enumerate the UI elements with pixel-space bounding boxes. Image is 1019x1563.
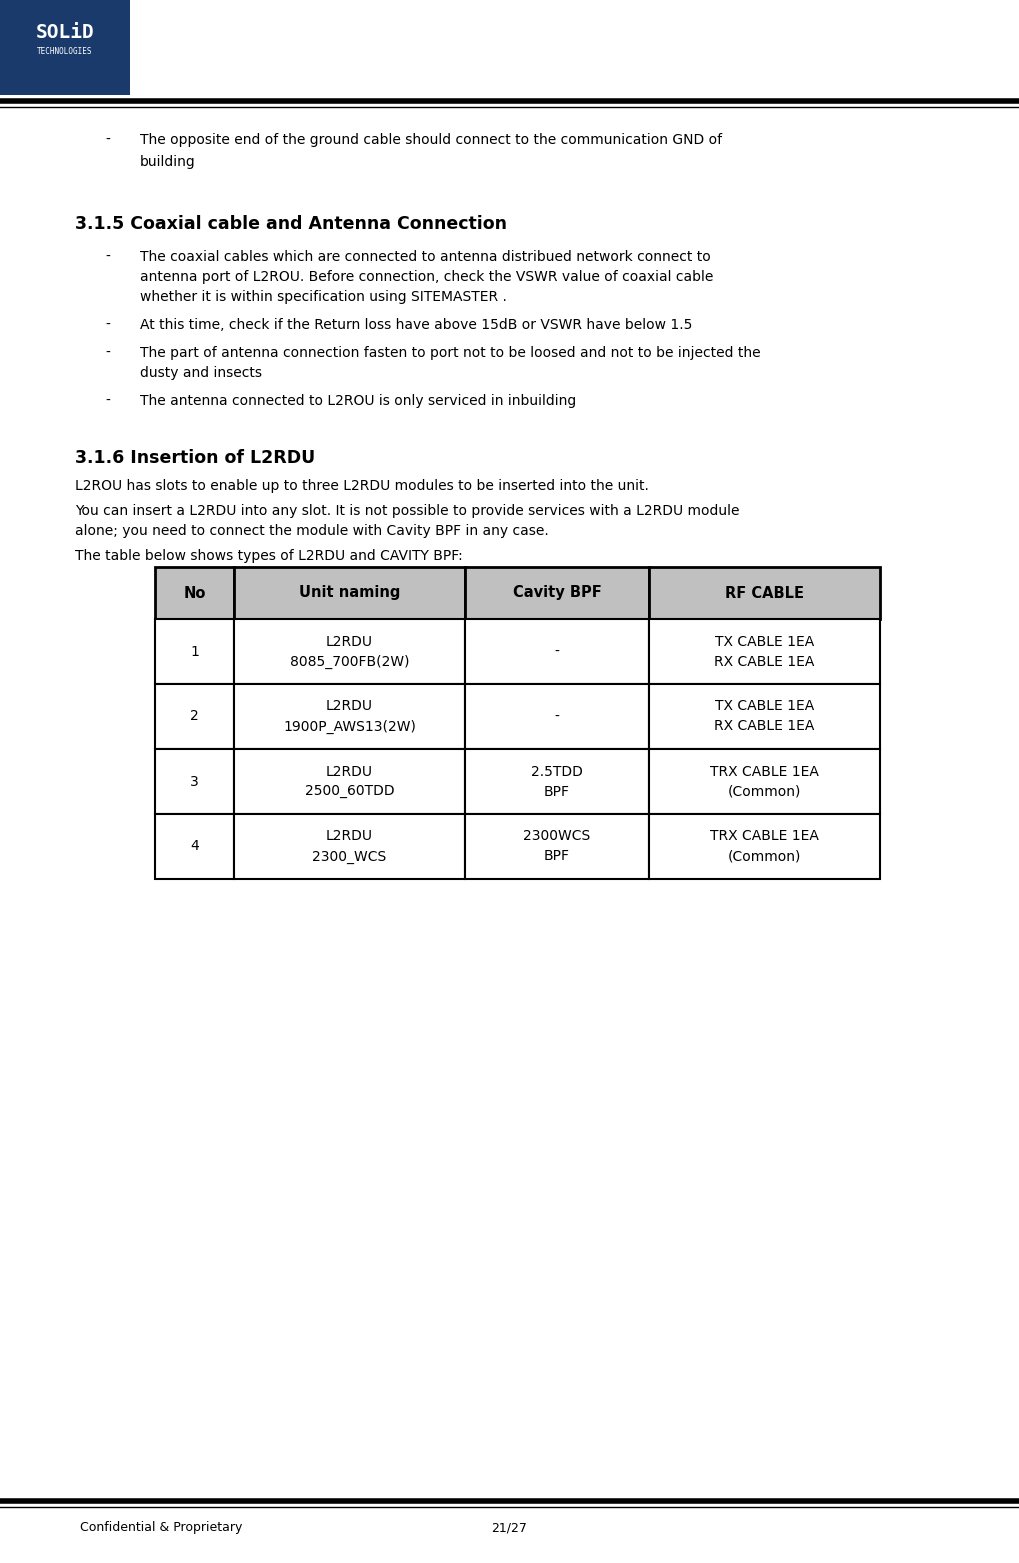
Text: RX CABLE 1EA: RX CABLE 1EA [714,719,815,733]
FancyBboxPatch shape [234,685,465,749]
Text: L2RDU: L2RDU [326,635,373,649]
Text: -: - [105,317,110,331]
Text: No: No [183,586,206,600]
Text: The coaxial cables which are connected to antenna distribued network connect to: The coaxial cables which are connected t… [140,250,710,264]
Text: Unit naming: Unit naming [299,586,400,600]
Text: (Common): (Common) [728,785,801,799]
Text: 2: 2 [191,710,199,724]
Text: 2.5TDD: 2.5TDD [531,764,583,778]
FancyBboxPatch shape [465,749,649,814]
FancyBboxPatch shape [649,685,880,749]
Text: BPF: BPF [544,850,570,863]
Text: 3: 3 [191,775,199,788]
Text: The opposite end of the ground cable should connect to the communication GND of: The opposite end of the ground cable sho… [140,133,722,147]
Text: The antenna connected to L2ROU is only serviced in inbuilding: The antenna connected to L2ROU is only s… [140,394,577,408]
FancyBboxPatch shape [649,619,880,685]
Text: 1900P_AWS13(2W): 1900P_AWS13(2W) [283,719,416,733]
Text: TECHNOLOGIES: TECHNOLOGIES [38,47,93,56]
FancyBboxPatch shape [649,749,880,814]
Text: 21/27: 21/27 [491,1521,527,1535]
Text: 8085_700FB(2W): 8085_700FB(2W) [289,655,410,669]
FancyBboxPatch shape [155,749,234,814]
Text: At this time, check if the Return loss have above 15dB or VSWR have below 1.5: At this time, check if the Return loss h… [140,317,692,331]
FancyBboxPatch shape [465,814,649,878]
Text: The part of antenna connection fasten to port not to be loosed and not to be inj: The part of antenna connection fasten to… [140,345,760,359]
FancyBboxPatch shape [234,749,465,814]
FancyBboxPatch shape [155,814,234,878]
Text: 4: 4 [191,839,199,853]
Text: -: - [105,345,110,359]
Text: SOLiD: SOLiD [36,23,95,42]
Text: L2RDU: L2RDU [326,700,373,713]
Text: whether it is within specification using SITEMASTER .: whether it is within specification using… [140,291,506,303]
Text: L2ROU has slots to enable up to three L2RDU modules to be inserted into the unit: L2ROU has slots to enable up to three L2… [75,478,649,492]
Text: RF CABLE: RF CABLE [726,586,804,600]
Text: 2300_WCS: 2300_WCS [312,850,386,863]
Text: RX CABLE 1EA: RX CABLE 1EA [714,655,815,669]
Text: 1: 1 [191,644,199,658]
FancyBboxPatch shape [234,814,465,878]
Text: -: - [554,710,559,724]
Text: The table below shows types of L2RDU and CAVITY BPF:: The table below shows types of L2RDU and… [75,549,463,563]
FancyBboxPatch shape [649,567,880,619]
Text: L2RDU: L2RDU [326,764,373,778]
Text: -: - [105,250,110,264]
Text: building: building [140,155,196,169]
Text: Confidential & Proprietary: Confidential & Proprietary [81,1521,243,1535]
Text: -: - [105,133,110,147]
FancyBboxPatch shape [234,619,465,685]
Text: antenna port of L2ROU. Before connection, check the VSWR value of coaxial cable: antenna port of L2ROU. Before connection… [140,270,713,284]
FancyBboxPatch shape [0,0,130,95]
Text: TRX CABLE 1EA: TRX CABLE 1EA [710,830,819,844]
FancyBboxPatch shape [155,567,234,619]
Text: -: - [105,394,110,408]
FancyBboxPatch shape [649,814,880,878]
FancyBboxPatch shape [465,567,649,619]
Text: L2RDU: L2RDU [326,830,373,844]
Text: 3.1.6 Insertion of L2RDU: 3.1.6 Insertion of L2RDU [75,449,315,467]
Text: -: - [554,644,559,658]
Text: (Common): (Common) [728,850,801,863]
FancyBboxPatch shape [155,619,234,685]
Text: dusty and insects: dusty and insects [140,366,262,380]
Text: 3.1.5 Coaxial cable and Antenna Connection: 3.1.5 Coaxial cable and Antenna Connecti… [75,216,507,233]
Text: TX CABLE 1EA: TX CABLE 1EA [715,635,814,649]
Text: You can insert a L2RDU into any slot. It is not possible to provide services wit: You can insert a L2RDU into any slot. It… [75,503,740,517]
FancyBboxPatch shape [465,619,649,685]
FancyBboxPatch shape [465,685,649,749]
Text: TX CABLE 1EA: TX CABLE 1EA [715,700,814,713]
Text: Cavity BPF: Cavity BPF [513,586,601,600]
Text: BPF: BPF [544,785,570,799]
Text: alone; you need to connect the module with Cavity BPF in any case.: alone; you need to connect the module wi… [75,524,549,538]
FancyBboxPatch shape [155,685,234,749]
Text: 2300WCS: 2300WCS [524,830,591,844]
FancyBboxPatch shape [234,567,465,619]
Text: 2500_60TDD: 2500_60TDD [305,785,394,799]
Text: TRX CABLE 1EA: TRX CABLE 1EA [710,764,819,778]
